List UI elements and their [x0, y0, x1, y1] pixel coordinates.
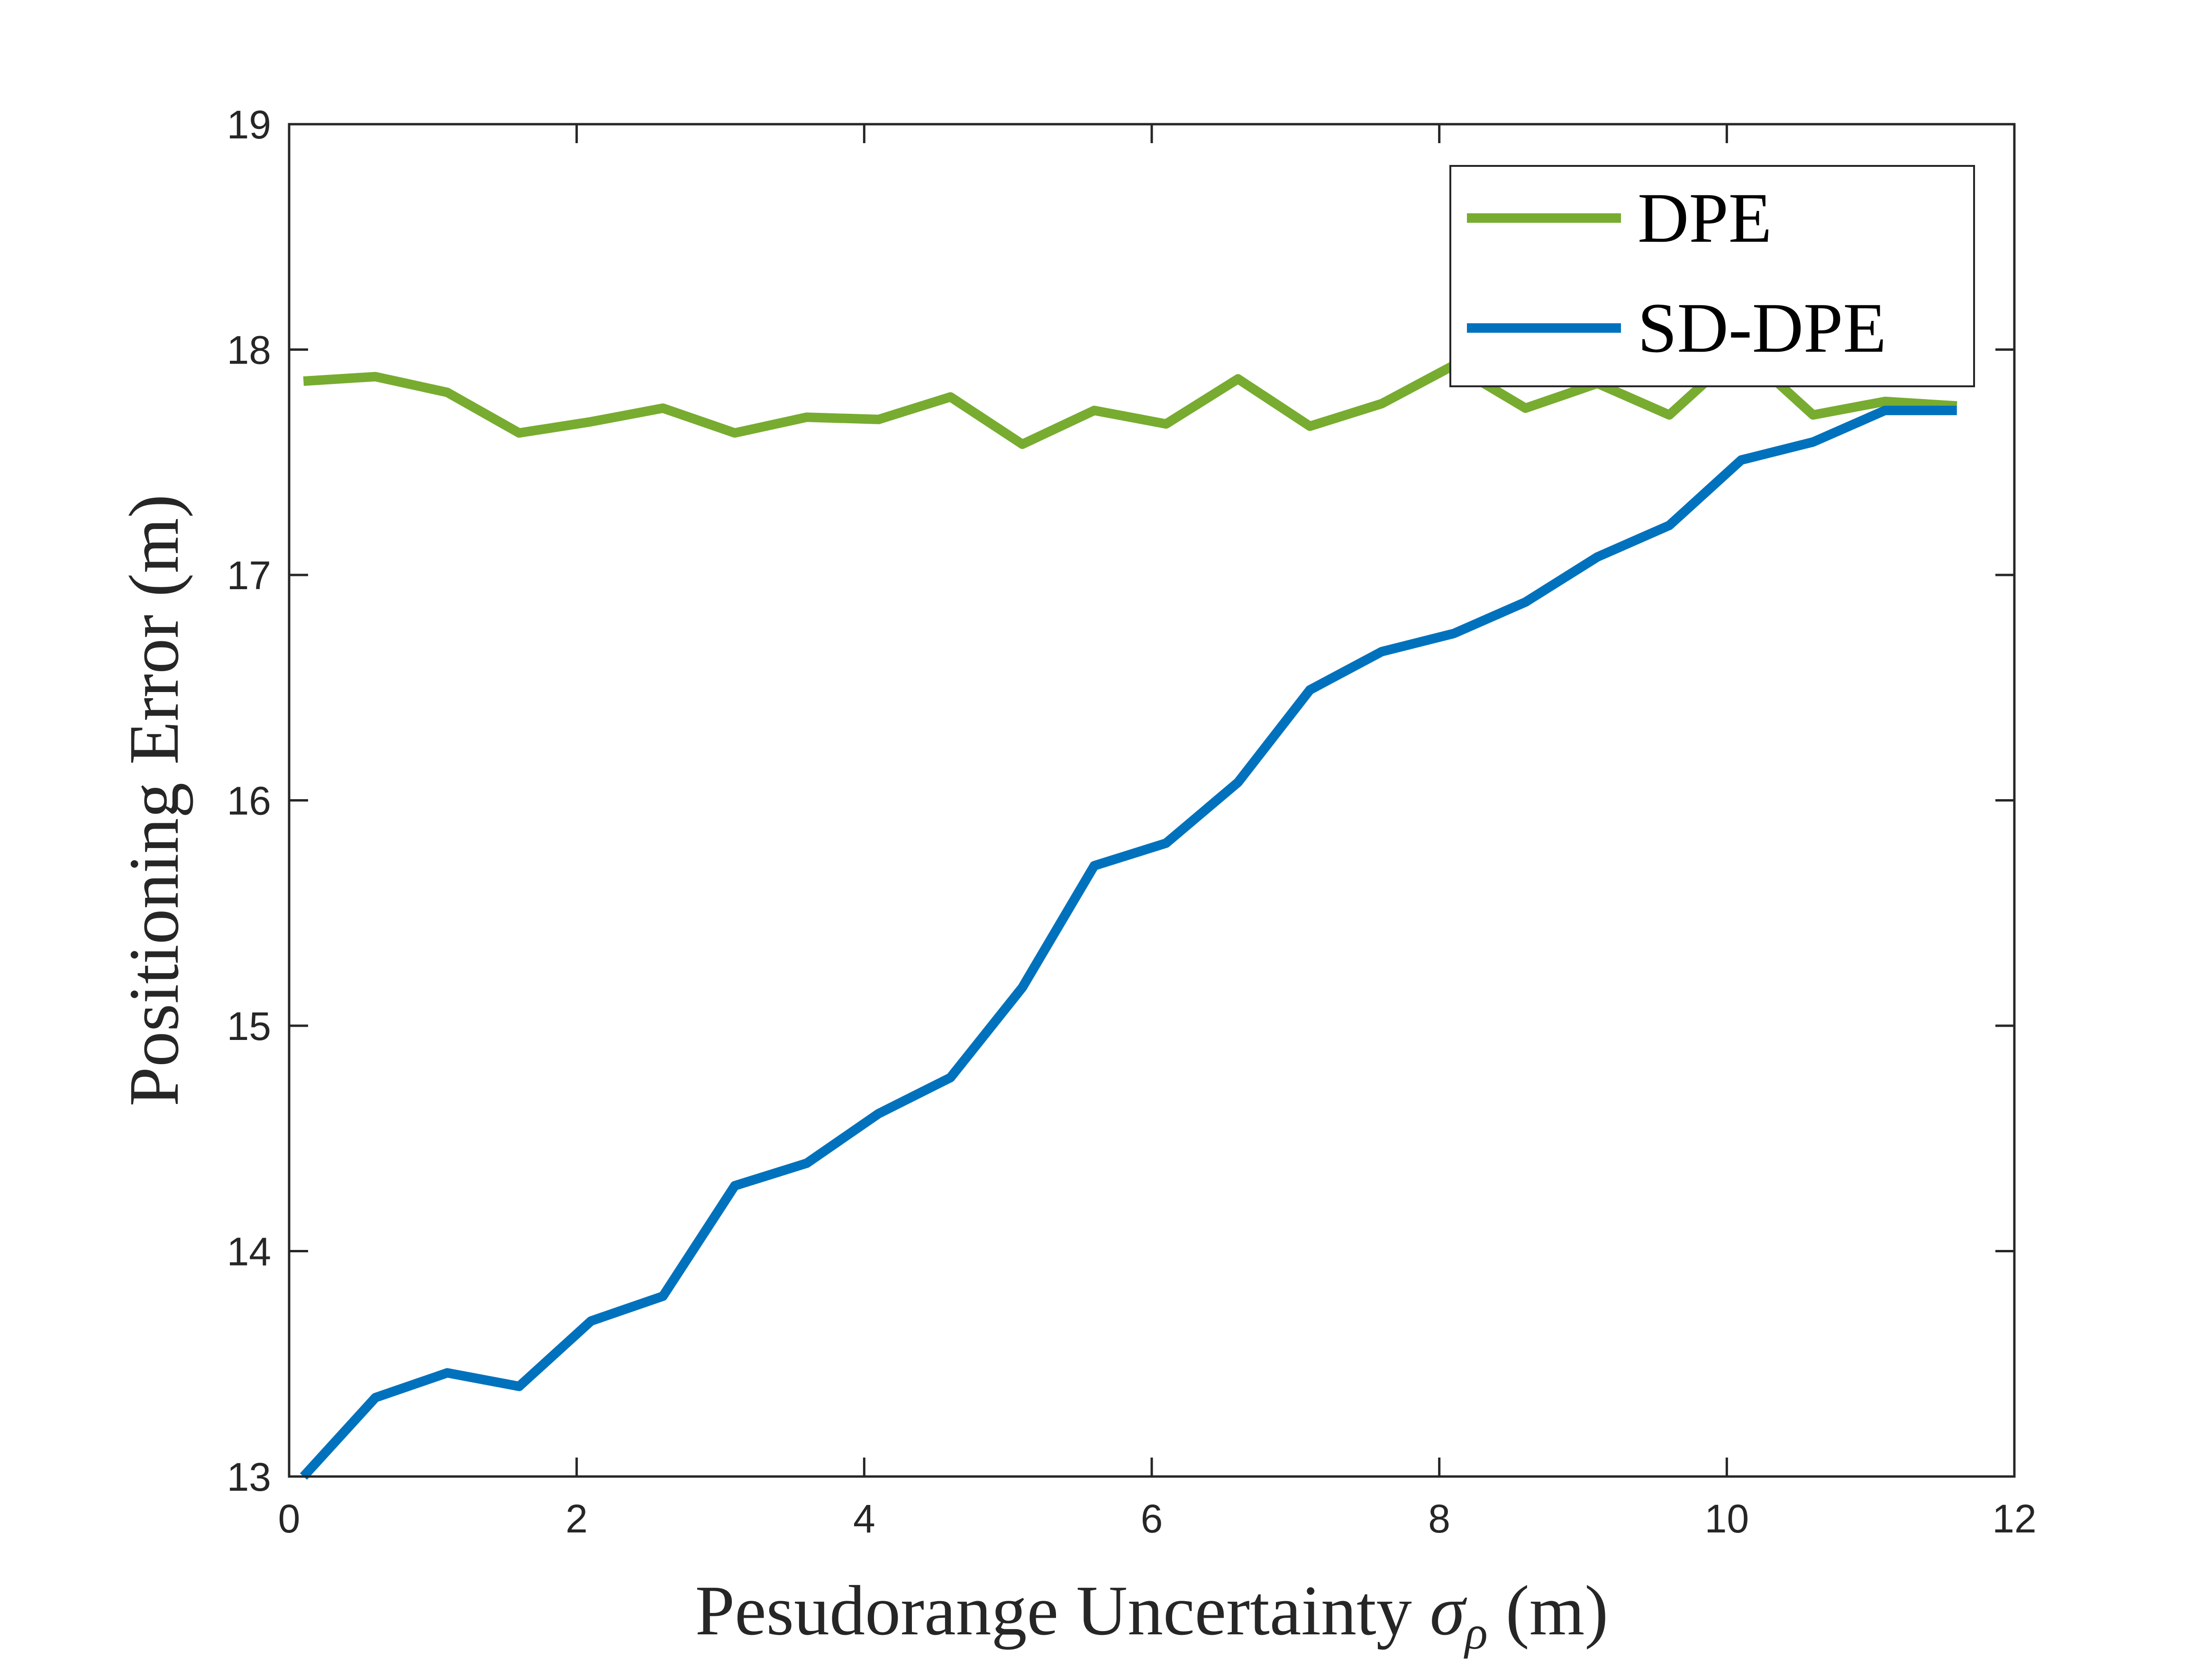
- y-tick-label: 14: [227, 1230, 271, 1274]
- x-tick-label: 2: [565, 1496, 588, 1541]
- legend-label-sd-dpe: SD-DPE: [1638, 289, 1886, 367]
- data-point-sd-dpe: [1810, 439, 1816, 445]
- x-tick-label: 0: [278, 1496, 300, 1541]
- data-point-dpe: [1523, 405, 1529, 411]
- data-point-sd-dpe: [1594, 554, 1600, 560]
- y-tick-label: 16: [227, 779, 271, 823]
- data-point-dpe: [876, 417, 882, 422]
- x-tick-label: 10: [1705, 1496, 1749, 1541]
- x-axis-title-unit: (m): [1506, 1571, 1609, 1650]
- data-point-sd-dpe: [1235, 780, 1241, 785]
- data-point-sd-dpe: [1379, 649, 1384, 655]
- legend-box: [1449, 165, 1975, 387]
- data-point-dpe: [1666, 412, 1672, 418]
- data-point-dpe: [660, 405, 666, 411]
- x-axis-title-text: Pesudorange Uncertainty: [695, 1571, 1412, 1650]
- x-tick-label: 8: [1428, 1496, 1450, 1541]
- data-point-dpe: [373, 374, 378, 380]
- series-line-sd-dpe: [300, 405, 1957, 1480]
- data-point-dpe: [300, 378, 306, 384]
- x-axis-title-subscript: ρ: [1464, 1606, 1488, 1659]
- data-point-sd-dpe: [947, 1075, 953, 1080]
- series-line-dpe: [303, 345, 1957, 449]
- data-point-dpe: [1810, 412, 1816, 418]
- data-point-dpe: [732, 430, 737, 436]
- data-point-sd-dpe: [445, 1370, 450, 1376]
- data-point-sd-dpe: [1163, 840, 1169, 846]
- x-axis-title: Pesudorange Uncertainty σρ (m): [695, 1571, 1609, 1659]
- series-layer: [300, 345, 1960, 1480]
- data-point-dpe: [445, 390, 450, 395]
- y-tick-label: 19: [227, 102, 271, 147]
- data-point-dpe: [1379, 401, 1384, 407]
- data-point-sd-dpe: [1307, 687, 1313, 693]
- data-point-sd-dpe: [1666, 522, 1672, 528]
- x-tick-label: 4: [853, 1496, 875, 1541]
- x-tick-label: 12: [1992, 1496, 2036, 1541]
- x-axis-title-symbol: σ: [1430, 1571, 1467, 1650]
- data-point-dpe: [588, 419, 594, 425]
- data-point-sd-dpe: [876, 1111, 882, 1116]
- data-point-dpe: [947, 394, 953, 400]
- data-point-dpe: [1882, 399, 1888, 404]
- y-axis-title: Positioning Error (m): [115, 494, 193, 1107]
- data-point-sd-dpe: [1739, 457, 1744, 463]
- data-point-dpe: [1307, 423, 1313, 429]
- data-point-dpe: [1020, 441, 1025, 447]
- data-point-dpe: [1235, 376, 1241, 382]
- data-point-sd-dpe: [516, 1384, 522, 1389]
- data-point-dpe: [516, 430, 522, 436]
- data-point-sd-dpe: [1523, 599, 1529, 605]
- y-tick-label: 18: [227, 328, 271, 373]
- data-point-sd-dpe: [373, 1395, 378, 1401]
- y-tick-label: 15: [227, 1004, 271, 1048]
- y-tick-label: 13: [227, 1455, 271, 1499]
- data-point-sd-dpe: [1092, 863, 1097, 868]
- data-point-sd-dpe: [1020, 984, 1025, 990]
- data-point-dpe: [1163, 421, 1169, 427]
- legend-label-dpe: DPE: [1638, 179, 1772, 257]
- data-point-sd-dpe: [1954, 408, 1960, 413]
- y-tick-label: 17: [227, 553, 271, 598]
- data-point-sd-dpe: [804, 1160, 810, 1166]
- tick-layer: 0 2 4 6 8 10 12 13 14 15 16 17 18 19: [227, 102, 2037, 1541]
- data-point-sd-dpe: [1882, 408, 1888, 413]
- legend: DPE SD-DPE: [1449, 165, 1975, 387]
- data-point-sd-dpe: [1451, 631, 1456, 637]
- data-point-sd-dpe: [732, 1183, 737, 1189]
- x-tick-label: 6: [1141, 1496, 1163, 1541]
- data-point-dpe: [1092, 408, 1097, 413]
- data-point-sd-dpe: [588, 1318, 594, 1324]
- data-point-sd-dpe: [660, 1294, 666, 1299]
- data-point-dpe: [804, 414, 810, 420]
